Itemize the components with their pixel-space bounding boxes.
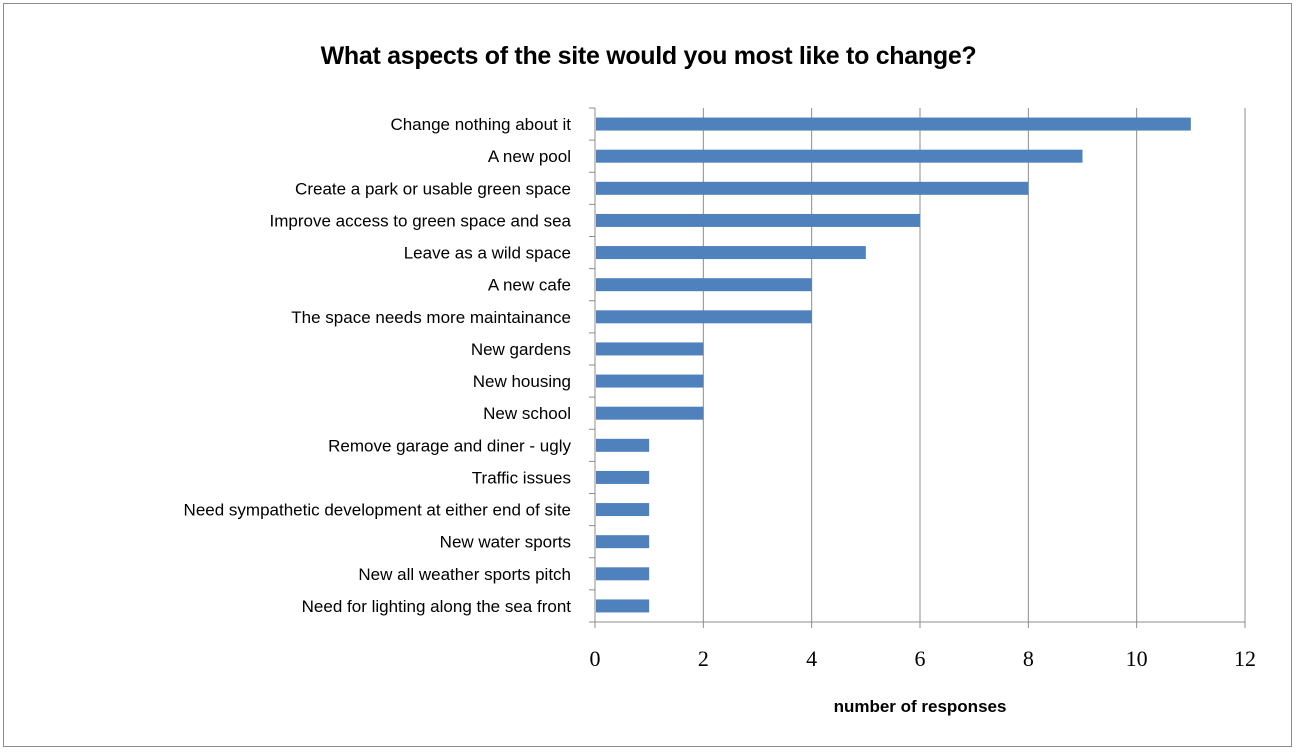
category-label: The space needs more maintainance bbox=[291, 308, 571, 327]
category-label: Traffic issues bbox=[472, 468, 571, 487]
x-tick-label: 2 bbox=[698, 646, 709, 671]
bar bbox=[596, 117, 1191, 131]
bar bbox=[596, 470, 650, 484]
bar bbox=[596, 406, 704, 420]
x-tick-label: 10 bbox=[1126, 646, 1148, 671]
bar bbox=[596, 310, 812, 324]
bar bbox=[596, 246, 866, 260]
bar bbox=[596, 181, 1029, 195]
category-label: Improve access to green space and sea bbox=[270, 211, 572, 230]
x-tick-label: 4 bbox=[806, 646, 817, 671]
category-label: Create a park or usable green space bbox=[295, 179, 571, 198]
bar bbox=[596, 278, 812, 292]
bar bbox=[596, 535, 650, 549]
x-tick-label: 12 bbox=[1234, 646, 1256, 671]
bar bbox=[596, 213, 920, 227]
bar bbox=[596, 503, 650, 517]
category-label: Remove garage and diner - ugly bbox=[328, 436, 571, 455]
x-tick-label: 6 bbox=[915, 646, 926, 671]
category-label: A new pool bbox=[488, 147, 571, 166]
x-axis-title: number of responses bbox=[834, 697, 1007, 716]
bar bbox=[596, 374, 704, 388]
bar bbox=[596, 342, 704, 356]
category-label: New housing bbox=[473, 372, 571, 391]
category-label: Need sympathetic development at either e… bbox=[184, 501, 571, 520]
category-labels: Change nothing about it A new pool Create … bbox=[184, 115, 572, 616]
x-tick-labels: 0 2 4 6 8 10 12 bbox=[590, 646, 1257, 671]
category-label: New all weather sports pitch bbox=[358, 565, 571, 584]
bar bbox=[596, 567, 650, 581]
category-label: Leave as a wild space bbox=[404, 244, 571, 263]
x-tick-label: 0 bbox=[590, 646, 601, 671]
bar bbox=[596, 599, 650, 613]
axes bbox=[589, 107, 1246, 628]
category-label: New water sports bbox=[440, 533, 571, 552]
bars bbox=[596, 117, 1191, 613]
category-label: A new cafe bbox=[488, 276, 571, 295]
category-label: Change nothing about it bbox=[390, 115, 571, 134]
bar bbox=[596, 438, 650, 452]
category-label: New gardens bbox=[471, 340, 571, 359]
category-label: New school bbox=[483, 404, 571, 423]
category-label: Need for lighting along the sea front bbox=[302, 597, 572, 616]
bar bbox=[596, 149, 1083, 163]
x-tick-label: 8 bbox=[1023, 646, 1034, 671]
chart-title: What aspects of the site would you most … bbox=[320, 42, 977, 70]
